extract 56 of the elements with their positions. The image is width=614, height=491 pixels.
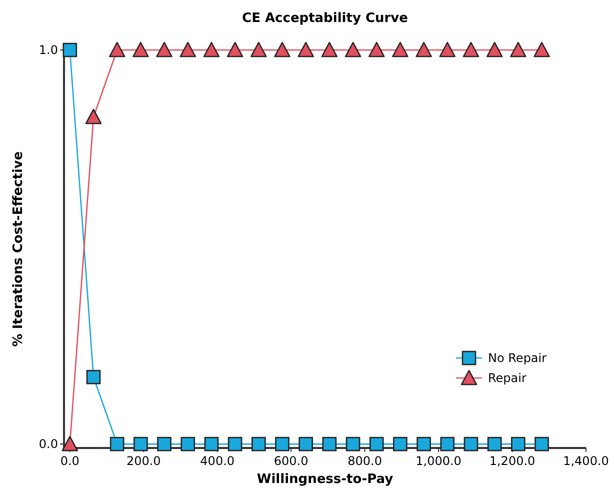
x-tick-label: 0.0 (60, 454, 80, 468)
point (274, 42, 290, 58)
point (439, 42, 456, 58)
point (321, 42, 338, 58)
x-tick-label: 1,400.0 (563, 454, 609, 468)
y-axis-title: % Iterations Cost-Effective (11, 151, 26, 347)
point (534, 436, 549, 452)
point (62, 42, 78, 58)
point (156, 42, 172, 58)
point (180, 436, 196, 452)
x-tick-label: 1,200.0 (489, 454, 536, 468)
point (251, 436, 266, 452)
point (392, 42, 408, 58)
point (157, 436, 172, 452)
point (462, 42, 480, 58)
point (204, 436, 219, 452)
point (298, 42, 314, 58)
point (180, 42, 196, 58)
x-tick-label: 400.0 (200, 454, 235, 468)
x-tick-label: 200.0 (126, 454, 161, 468)
point (85, 108, 102, 124)
point (510, 42, 526, 58)
point (134, 436, 148, 452)
point (108, 42, 126, 58)
point (534, 42, 550, 58)
x-axis-title: Willingness-to-Pay (256, 472, 394, 487)
point (464, 436, 478, 452)
point (62, 436, 78, 452)
point (393, 436, 408, 452)
x-tick-label: 1,000.0 (416, 454, 462, 468)
x-tick-label: 600.0 (274, 454, 308, 468)
chart-title: CE Acceptability Curve (242, 11, 408, 26)
point (487, 436, 502, 452)
point (86, 370, 101, 384)
point (322, 436, 337, 452)
y-tick-label: 1.0 (38, 43, 58, 57)
point (346, 436, 360, 452)
point (368, 42, 385, 58)
point (369, 436, 384, 452)
point (110, 436, 124, 452)
point (203, 42, 220, 58)
point (298, 436, 313, 452)
legend-label: No Repair (488, 351, 547, 365)
point (250, 42, 267, 58)
point (511, 436, 526, 452)
point (226, 42, 244, 58)
point (228, 436, 242, 452)
point (416, 436, 431, 452)
x-tick-label: 800.0 (348, 454, 382, 468)
point (486, 42, 503, 58)
point (275, 436, 290, 452)
point (416, 42, 432, 58)
point (344, 42, 362, 58)
legend-label: Repair (488, 371, 526, 385)
point (440, 436, 455, 452)
point (132, 42, 149, 58)
